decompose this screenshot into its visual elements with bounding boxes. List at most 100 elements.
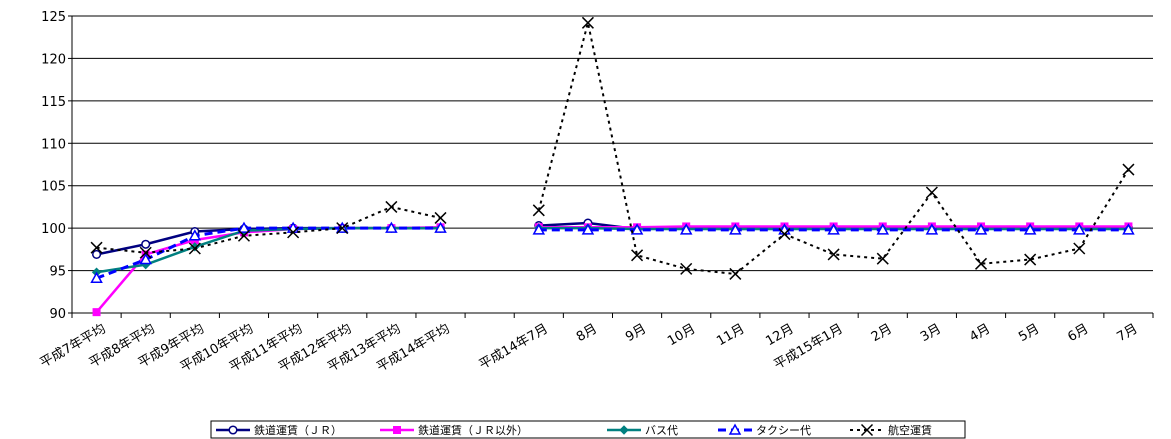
data-point bbox=[532, 223, 546, 235]
data-point bbox=[680, 262, 693, 275]
y-tick-label: 90 bbox=[49, 307, 66, 322]
x-tick-label: 6月 bbox=[1065, 321, 1091, 345]
y-axis-tick-labels: 90 95 100 105 110 115 120 125 bbox=[41, 10, 66, 322]
data-point-stroke bbox=[188, 242, 201, 255]
data-point-stroke bbox=[434, 211, 447, 224]
data-point bbox=[228, 425, 238, 435]
series-line bbox=[96, 205, 441, 254]
data-point-stroke bbox=[1073, 242, 1086, 255]
data-point-stroke bbox=[680, 262, 693, 275]
axes bbox=[68, 15, 1154, 318]
y-tick-label: 120 bbox=[41, 52, 66, 67]
data-point bbox=[729, 267, 742, 280]
series-line bbox=[95, 226, 441, 313]
legend-label: タクシー代 bbox=[756, 424, 811, 437]
x-tick-label: 8月 bbox=[574, 321, 600, 345]
legend-item: 鉄道運賃（ＪＲ以外） bbox=[380, 423, 528, 437]
data-point-stroke bbox=[925, 186, 938, 199]
data-point bbox=[728, 423, 742, 435]
data-point bbox=[974, 223, 988, 235]
data-point bbox=[974, 257, 988, 270]
data-point-stroke bbox=[778, 228, 791, 241]
series-line bbox=[96, 226, 441, 274]
data-point bbox=[630, 223, 644, 235]
y-tick-label: 125 bbox=[41, 10, 66, 25]
x-tick-label: 平成14年7月 bbox=[477, 321, 551, 372]
data-point-stroke bbox=[1024, 253, 1037, 266]
data-point-stroke bbox=[876, 252, 889, 265]
data-point bbox=[434, 221, 447, 233]
data-point bbox=[925, 186, 938, 199]
data-point bbox=[188, 242, 201, 255]
data-point bbox=[679, 223, 693, 235]
series-group bbox=[90, 16, 1135, 317]
series-circle bbox=[92, 218, 1133, 259]
data-point bbox=[1122, 223, 1135, 235]
data-point-stroke bbox=[827, 248, 840, 261]
data-point bbox=[434, 211, 447, 224]
data-point-stroke bbox=[237, 229, 251, 242]
data-point bbox=[385, 221, 398, 233]
legend-item: バス代 bbox=[607, 424, 678, 437]
data-point bbox=[188, 229, 202, 241]
data-point bbox=[860, 423, 874, 437]
series-x bbox=[90, 16, 1135, 280]
legend-label: バス代 bbox=[645, 424, 678, 437]
data-point bbox=[827, 223, 840, 235]
y-tick-label: 95 bbox=[49, 265, 66, 280]
data-point bbox=[1023, 223, 1037, 235]
data-point bbox=[876, 252, 889, 265]
legend-item: 鉄道運賃（ＪＲ） bbox=[216, 423, 342, 437]
legend-label: 航空運賃 bbox=[888, 423, 932, 437]
data-point-stroke bbox=[385, 200, 398, 213]
series-line bbox=[537, 22, 1130, 276]
y-tick-label: 110 bbox=[41, 137, 66, 152]
y-tick-label: 115 bbox=[41, 95, 66, 110]
data-point bbox=[385, 200, 398, 213]
legend-label: 鉄道運賃（ＪＲ以外） bbox=[418, 423, 528, 437]
data-point bbox=[141, 239, 151, 249]
data-point bbox=[139, 252, 152, 265]
data-point bbox=[827, 248, 840, 261]
x-tick-label: 4月 bbox=[967, 321, 993, 345]
data-point-stroke bbox=[287, 226, 300, 239]
legend-item: タクシー代 bbox=[718, 423, 811, 437]
data-point bbox=[619, 425, 629, 435]
data-point bbox=[581, 223, 595, 235]
data-point bbox=[1073, 223, 1086, 235]
x-tick-label: 5月 bbox=[1016, 321, 1042, 345]
legend-item: 航空運賃 bbox=[850, 423, 932, 437]
y-tick-label: 105 bbox=[41, 180, 66, 195]
data-point bbox=[925, 223, 939, 235]
data-point-stroke bbox=[90, 241, 103, 254]
data-point bbox=[90, 271, 103, 283]
data-point bbox=[237, 229, 251, 242]
data-point bbox=[778, 228, 791, 241]
x-tick-label: 2月 bbox=[869, 321, 895, 345]
data-point bbox=[336, 222, 349, 235]
data-point bbox=[237, 221, 251, 233]
x-tick-label: 7月 bbox=[1115, 321, 1141, 345]
data-point bbox=[729, 223, 742, 235]
legend: 鉄道運賃（ＪＲ） 鉄道運賃（ＪＲ以外） バス代 タクシー代 航空運賃 bbox=[210, 420, 966, 439]
legend-label: 鉄道運賃（ＪＲ） bbox=[254, 423, 342, 437]
data-point bbox=[876, 223, 890, 235]
data-point bbox=[581, 16, 594, 29]
y-tick-label: 100 bbox=[41, 222, 66, 237]
x-tick-label: 3月 bbox=[918, 321, 944, 345]
data-point bbox=[1122, 163, 1135, 176]
data-point bbox=[90, 241, 103, 254]
data-point bbox=[532, 204, 545, 217]
data-point-stroke bbox=[581, 16, 594, 29]
data-point-stroke bbox=[336, 222, 349, 235]
data-point bbox=[139, 246, 152, 259]
data-point-stroke bbox=[1122, 163, 1135, 176]
data-point-stroke bbox=[860, 423, 874, 437]
x-tick-label: 11月 bbox=[714, 321, 747, 349]
data-point-stroke bbox=[729, 267, 742, 280]
data-point bbox=[631, 249, 644, 262]
data-point bbox=[92, 249, 102, 259]
data-point bbox=[1073, 242, 1086, 255]
data-point-stroke bbox=[974, 257, 988, 270]
